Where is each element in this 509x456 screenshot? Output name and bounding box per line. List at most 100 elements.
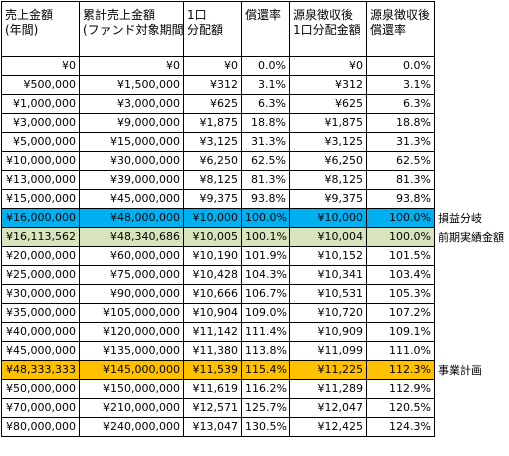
distribution-cell: ¥10,190 [183, 246, 242, 266]
table-row: ¥1,000,000 ¥3,000,000 ¥625 6.3% ¥625 6.3% [1, 94, 435, 114]
after-tax-distribution-cell: ¥8,125 [289, 170, 367, 190]
sales-cell: ¥16,000,000 [1, 208, 80, 228]
cumulative-cell: ¥145,000,000 [79, 360, 184, 380]
table-row: ¥70,000,000 ¥210,000,000 ¥12,571 125.7% ¥12,… [1, 398, 435, 418]
sales-cell: ¥80,000,000 [1, 417, 80, 437]
sales-cell: ¥16,113,562 [1, 227, 80, 247]
after-tax-redemption-cell: 111.0% [366, 341, 435, 361]
after-tax-distribution-cell: ¥6,250 [289, 151, 367, 171]
table-row: ¥500,000 ¥1,500,000 ¥312 3.1% ¥312 3.1% [1, 75, 435, 95]
after-tax-distribution-cell: ¥10,909 [289, 322, 367, 342]
header-after-tax-redemption-rate: 源泉徴収後 償還率 [366, 1, 435, 57]
header-line: 償還率 [245, 8, 282, 22]
sales-cell: ¥70,000,000 [1, 398, 80, 418]
table-row: ¥16,000,000 ¥48,000,000 ¥10,000 100.0% ¥10,0… [1, 208, 435, 228]
after-tax-distribution-cell: ¥10,152 [289, 246, 367, 266]
cumulative-cell: ¥240,000,000 [79, 417, 184, 437]
table-row: ¥45,000,000 ¥135,000,000 ¥11,380 113.8% ¥11,… [1, 341, 435, 361]
after-tax-redemption-cell: 109.1% [366, 322, 435, 342]
cumulative-cell: ¥15,000,000 [79, 132, 184, 152]
table-row: ¥80,000,000 ¥240,000,000 ¥13,047 130.5% ¥12,… [1, 417, 435, 437]
distribution-cell: ¥3,125 [183, 132, 242, 152]
redemption-cell: 109.0% [241, 303, 290, 323]
distribution-cell: ¥11,619 [183, 379, 242, 399]
redemption-cell: 100.1% [241, 227, 290, 247]
after-tax-redemption-cell: 105.3% [366, 284, 435, 304]
redemption-cell: 31.3% [241, 132, 290, 152]
after-tax-distribution-cell: ¥11,099 [289, 341, 367, 361]
distribution-cell: ¥10,904 [183, 303, 242, 323]
cumulative-cell: ¥135,000,000 [79, 341, 184, 361]
redemption-cell: 111.4% [241, 322, 290, 342]
distribution-cell: ¥9,375 [183, 189, 242, 209]
cumulative-cell: ¥3,000,000 [79, 94, 184, 114]
table-row: ¥15,000,000 ¥45,000,000 ¥9,375 93.8% ¥9,375 9… [1, 189, 435, 209]
redemption-cell: 3.1% [241, 75, 290, 95]
sales-cell: ¥10,000,000 [1, 151, 80, 171]
sales-cell: ¥1,000,000 [1, 94, 80, 114]
header-line: 累計売上金額 [83, 8, 156, 22]
after-tax-redemption-cell: 18.8% [366, 113, 435, 133]
table-row: ¥48,333,333 ¥145,000,000 ¥11,539 115.4% ¥11,… [1, 360, 435, 380]
cumulative-cell: ¥75,000,000 [79, 265, 184, 285]
after-tax-distribution-cell: ¥10,531 [289, 284, 367, 304]
header-line: 償還率 [370, 23, 407, 37]
cumulative-cell: ¥1,500,000 [79, 75, 184, 95]
distribution-cell: ¥6,250 [183, 151, 242, 171]
after-tax-distribution-cell: ¥9,375 [289, 189, 367, 209]
distribution-cell: ¥11,539 [183, 360, 242, 380]
sales-cell: ¥35,000,000 [1, 303, 80, 323]
cumulative-cell: ¥45,000,000 [79, 189, 184, 209]
cumulative-cell: ¥210,000,000 [79, 398, 184, 418]
header-line: 分配額 [187, 23, 224, 37]
distribution-cell: ¥0 [183, 56, 242, 76]
cumulative-cell: ¥105,000,000 [79, 303, 184, 323]
table-row: ¥35,000,000 ¥105,000,000 ¥10,904 109.0% ¥10,… [1, 303, 435, 323]
header-line: (年間) [5, 23, 39, 37]
sales-cell: ¥3,000,000 [1, 113, 80, 133]
table-row: ¥3,000,000 ¥9,000,000 ¥1,875 18.8% ¥1,875 18.… [1, 113, 435, 133]
after-tax-distribution-cell: ¥10,341 [289, 265, 367, 285]
redemption-cell: 6.3% [241, 94, 290, 114]
table-row: ¥10,000,000 ¥30,000,000 ¥6,250 62.5% ¥6,250 6… [1, 151, 435, 171]
header-row: 売上金額 (年間) 累計売上金額 (ファンド対象期間) 1口 分配額 償還率 源泉徴収後 1口分… [1, 1, 435, 57]
redemption-cell: 130.5% [241, 417, 290, 437]
distribution-cell: ¥1,875 [183, 113, 242, 133]
table-row: ¥20,000,000 ¥60,000,000 ¥10,190 101.9% ¥10,1… [1, 246, 435, 266]
distribution-cell: ¥11,142 [183, 322, 242, 342]
after-tax-redemption-cell: 100.0% [366, 208, 435, 228]
after-tax-redemption-cell: 62.5% [366, 151, 435, 171]
redemption-cell: 18.8% [241, 113, 290, 133]
after-tax-distribution-cell: ¥12,425 [289, 417, 367, 437]
table-row: ¥50,000,000 ¥150,000,000 ¥11,619 116.2% ¥11,… [1, 379, 435, 399]
cumulative-cell: ¥90,000,000 [79, 284, 184, 304]
after-tax-redemption-cell: 3.1% [366, 75, 435, 95]
after-tax-redemption-cell: 101.5% [366, 246, 435, 266]
sales-cell: ¥50,000,000 [1, 379, 80, 399]
redemption-cell: 100.0% [241, 208, 290, 228]
header-line: 1口分配金額 [293, 23, 361, 37]
after-tax-distribution-cell: ¥10,004 [289, 227, 367, 247]
redemption-cell: 104.3% [241, 265, 290, 285]
cumulative-cell: ¥150,000,000 [79, 379, 184, 399]
after-tax-distribution-cell: ¥10,000 [289, 208, 367, 228]
header-line: (ファンド対象期間) [83, 23, 184, 37]
sales-cell: ¥45,000,000 [1, 341, 80, 361]
distribution-cell: ¥10,666 [183, 284, 242, 304]
redemption-cell: 81.3% [241, 170, 290, 190]
sales-cell: ¥13,000,000 [1, 170, 80, 190]
distribution-cell: ¥11,380 [183, 341, 242, 361]
table-row: ¥5,000,000 ¥15,000,000 ¥3,125 31.3% ¥3,125 31… [1, 132, 435, 152]
distribution-cell: ¥312 [183, 75, 242, 95]
row-note: 前期実績金額 [438, 231, 504, 244]
after-tax-distribution-cell: ¥3,125 [289, 132, 367, 152]
distribution-cell: ¥625 [183, 94, 242, 114]
distribution-cell: ¥13,047 [183, 417, 242, 437]
after-tax-redemption-cell: 93.8% [366, 189, 435, 209]
after-tax-distribution-cell: ¥0 [289, 56, 367, 76]
cumulative-cell: ¥48,000,000 [79, 208, 184, 228]
header-sales-annual: 売上金額 (年間) [1, 1, 80, 57]
distribution-cell: ¥12,571 [183, 398, 242, 418]
after-tax-distribution-cell: ¥12,047 [289, 398, 367, 418]
row-note: 事業計画 [438, 364, 482, 377]
